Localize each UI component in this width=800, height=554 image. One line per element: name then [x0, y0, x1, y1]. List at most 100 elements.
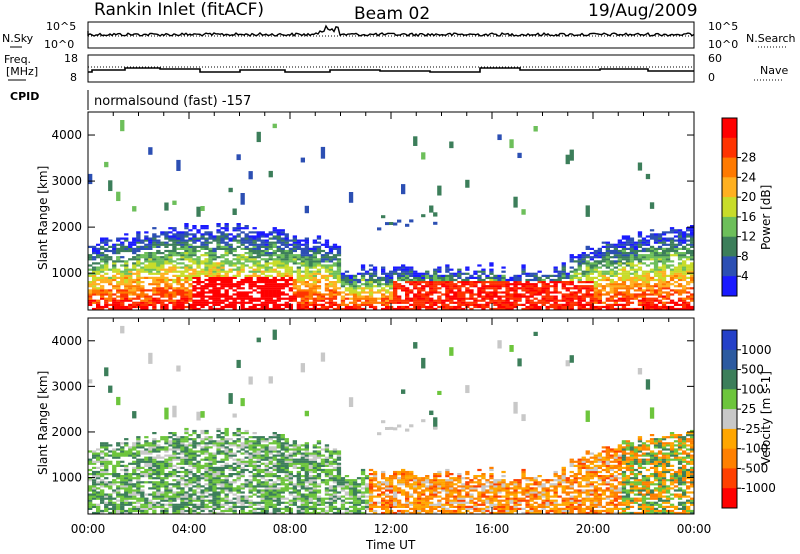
power-cell — [88, 256, 93, 259]
power-cell — [677, 237, 683, 240]
power-cell — [589, 301, 595, 304]
power-cell — [690, 268, 695, 271]
power-cell — [561, 264, 566, 267]
power-cell — [445, 303, 450, 306]
velocity-cell — [196, 497, 201, 500]
power-cell — [340, 272, 346, 275]
power-cell — [573, 295, 578, 298]
power-cell — [168, 227, 173, 230]
power-cell — [328, 268, 334, 271]
power-cell — [541, 291, 546, 294]
velocity-cell — [116, 462, 121, 465]
power-cell — [188, 245, 193, 248]
power-cell — [252, 303, 257, 306]
power-cell — [256, 297, 261, 300]
velocity-cell — [180, 446, 185, 449]
power-cell — [232, 235, 237, 238]
power-cell — [128, 272, 133, 275]
power-cell — [449, 295, 454, 298]
velocity-cell — [140, 489, 145, 492]
power-cell — [637, 287, 643, 290]
velocity-cell — [200, 507, 205, 510]
power-cell — [673, 301, 679, 304]
power-cell — [196, 249, 201, 253]
power-cell — [220, 264, 225, 267]
velocity-cell — [236, 495, 241, 498]
velocity-cell — [112, 466, 117, 469]
power-cell — [433, 281, 438, 284]
power-cell — [160, 233, 165, 236]
power-cell — [673, 276, 679, 279]
power-cell — [280, 293, 285, 296]
power-cell — [208, 289, 213, 292]
power-cell — [180, 254, 185, 257]
power-cell — [573, 303, 578, 306]
velocity-cell — [232, 468, 237, 472]
power-cell — [232, 229, 237, 232]
velocity-cell — [200, 432, 205, 435]
velocity-cell — [248, 436, 253, 439]
power-cell — [589, 305, 595, 309]
power-cell — [457, 303, 462, 306]
power-cell — [629, 272, 635, 275]
power-cell — [148, 283, 153, 286]
power-cell — [204, 243, 209, 246]
power-cell — [236, 274, 241, 277]
power-cell — [393, 287, 398, 290]
power-cell — [208, 278, 213, 282]
power-cell — [204, 285, 209, 288]
power-cell — [204, 303, 209, 306]
power-cell — [561, 299, 566, 302]
power-cell — [489, 301, 494, 304]
power-cell — [497, 307, 502, 311]
power-cell — [409, 274, 414, 277]
power-cell — [112, 299, 117, 302]
power-cell — [256, 260, 261, 263]
power-cell — [92, 272, 97, 275]
velocity-cell — [264, 470, 269, 474]
velocity-cell — [208, 509, 213, 513]
velocity-cell — [164, 493, 169, 496]
velocity-cell — [192, 456, 197, 459]
power-cell — [621, 252, 627, 255]
power-cell — [88, 272, 93, 275]
power-cell — [212, 264, 217, 267]
velocity-cell — [212, 462, 217, 465]
velocity-cell — [88, 479, 93, 482]
power-cell — [649, 291, 655, 294]
velocity-cell — [212, 503, 217, 506]
power-cell — [493, 281, 498, 284]
power-cell — [312, 245, 318, 248]
velocity-cell — [160, 503, 165, 506]
power-cell — [248, 287, 253, 290]
power-cell — [372, 307, 378, 311]
velocity-cell — [216, 501, 221, 504]
power-cell — [216, 307, 221, 311]
power-cell — [669, 243, 675, 246]
cpid-label: CPID — [10, 90, 39, 103]
power-cell — [669, 272, 675, 275]
velocity-cell — [208, 485, 213, 488]
power-cell — [204, 233, 209, 236]
power-cell — [609, 287, 615, 290]
power-cell — [272, 295, 277, 298]
power-cell — [581, 262, 586, 265]
velocity-cell — [212, 507, 217, 510]
velocity-cell — [148, 444, 153, 447]
power-cell — [280, 256, 285, 259]
velocity-cell — [168, 442, 173, 445]
velocity-cell — [256, 483, 261, 486]
velocity-cell — [112, 491, 117, 494]
velocity-cell — [92, 497, 97, 500]
velocity-cell — [172, 507, 177, 510]
power-cell — [629, 260, 635, 263]
power-cell — [589, 293, 595, 296]
velocity-cell — [200, 505, 205, 508]
velocity-cell — [260, 454, 265, 457]
power-cell — [425, 285, 430, 288]
nsearch-tick-bottom: 10^0 — [708, 38, 738, 51]
power-cell — [473, 276, 478, 279]
power-cell — [92, 247, 97, 250]
power-cell — [184, 254, 189, 257]
power-cell — [489, 281, 494, 284]
